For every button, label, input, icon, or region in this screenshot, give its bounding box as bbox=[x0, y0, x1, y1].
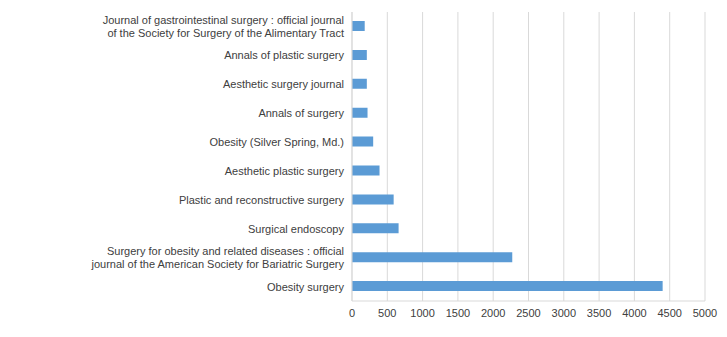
svg-text:5000: 5000 bbox=[693, 307, 717, 319]
svg-text:3000: 3000 bbox=[552, 307, 576, 319]
svg-text:1000: 1000 bbox=[410, 307, 434, 319]
svg-text:Annals of surgery: Annals of surgery bbox=[258, 107, 344, 119]
svg-text:Aesthetic surgery journal: Aesthetic surgery journal bbox=[223, 78, 344, 90]
svg-text:Annals of plastic surgery: Annals of plastic surgery bbox=[224, 49, 344, 61]
svg-text:2000: 2000 bbox=[481, 307, 505, 319]
svg-text:Surgical endoscopy: Surgical endoscopy bbox=[248, 223, 345, 235]
svg-text:Surgery for obesity and relate: Surgery for obesity and related diseases… bbox=[90, 245, 344, 270]
svg-text:4500: 4500 bbox=[657, 307, 681, 319]
svg-text:4000: 4000 bbox=[622, 307, 646, 319]
svg-text:500: 500 bbox=[378, 307, 396, 319]
svg-text:Obesity surgery: Obesity surgery bbox=[267, 281, 345, 293]
svg-text:Journal of gastrointestinal su: Journal of gastrointestinal surgery : of… bbox=[103, 14, 344, 39]
svg-text:Aesthetic plastic surgery: Aesthetic plastic surgery bbox=[225, 165, 345, 177]
svg-text:2500: 2500 bbox=[516, 307, 540, 319]
svg-text:1500: 1500 bbox=[446, 307, 470, 319]
svg-text:Obesity (Silver Spring, Md.): Obesity (Silver Spring, Md.) bbox=[210, 136, 344, 148]
svg-text:3500: 3500 bbox=[587, 307, 611, 319]
svg-text:Plastic and reconstructive sur: Plastic and reconstructive surgery bbox=[179, 194, 345, 206]
svg-text:0: 0 bbox=[349, 307, 355, 319]
